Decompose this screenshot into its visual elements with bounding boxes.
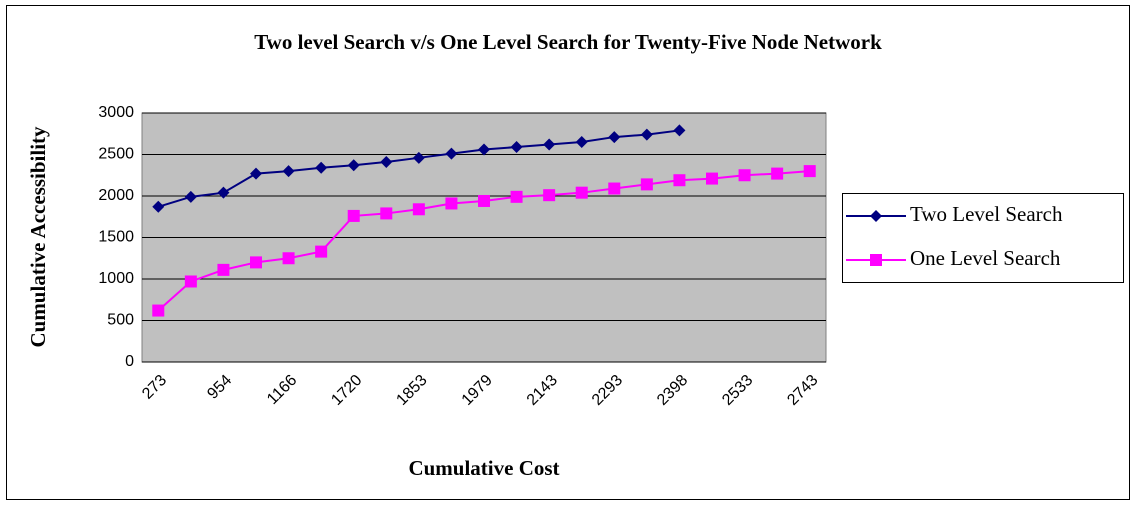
- data-point: [478, 194, 490, 207]
- data-point: [510, 141, 523, 154]
- data-point: [608, 182, 621, 195]
- data-point: [803, 165, 816, 178]
- legend: [842, 193, 1124, 283]
- data-point: [771, 167, 784, 180]
- y-tick-label: 0: [125, 353, 134, 370]
- data-point: [543, 189, 556, 202]
- data-point: [412, 203, 425, 216]
- data-point: [673, 124, 686, 137]
- y-tick-label: 1000: [98, 270, 134, 287]
- data-point: [282, 252, 295, 265]
- data-point: [445, 197, 458, 210]
- y-tick-label: 2000: [98, 187, 134, 204]
- data-point: [380, 207, 393, 220]
- data-point: [282, 165, 295, 178]
- data-point: [478, 143, 490, 156]
- data-point: [250, 167, 262, 180]
- data-point: [217, 186, 230, 199]
- chart-title: Two level Search v/s One Level Search fo…: [254, 30, 882, 54]
- legend-label: Two Level Search: [910, 202, 1063, 226]
- data-point: [673, 174, 686, 187]
- data-point: [445, 147, 458, 160]
- data-point: [608, 131, 621, 144]
- data-point: [315, 245, 328, 258]
- data-point: [152, 200, 165, 213]
- legend-label: One Level Search: [910, 246, 1061, 270]
- data-point: [184, 190, 197, 203]
- data-point: [347, 209, 360, 222]
- data-point: [543, 138, 556, 151]
- y-tick-label: 3000: [98, 104, 134, 121]
- y-tick-label: 2500: [98, 146, 134, 163]
- data-point: [315, 161, 328, 174]
- legend-marker: [870, 210, 882, 222]
- data-point: [184, 275, 197, 288]
- y-tick-label: 500: [107, 312, 134, 329]
- data-point: [575, 136, 588, 149]
- data-point: [706, 172, 718, 185]
- data-point: [575, 186, 588, 199]
- x-axis-label: Cumulative Cost: [408, 456, 559, 480]
- data-point: [412, 151, 425, 164]
- data-point: [250, 256, 262, 269]
- data-point: [380, 155, 393, 168]
- data-point: [510, 190, 523, 203]
- data-point: [347, 159, 360, 172]
- data-point: [217, 263, 230, 276]
- data-point: [640, 178, 653, 191]
- data-point: [640, 128, 653, 141]
- y-axis-label: Cumulative Accessibility: [26, 126, 50, 348]
- data-point: [738, 169, 751, 182]
- data-point: [152, 304, 165, 317]
- legend-marker: [870, 254, 882, 266]
- y-tick-label: 1500: [98, 229, 134, 246]
